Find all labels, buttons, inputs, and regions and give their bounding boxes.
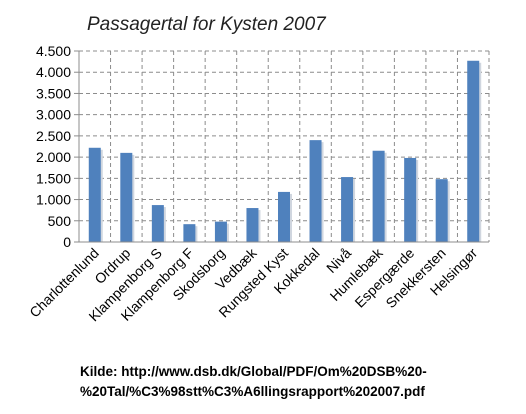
y-tick-label: 3.000 (36, 107, 71, 123)
bar (467, 60, 480, 242)
y-tick-label: 1.500 (36, 170, 71, 186)
bar (372, 150, 385, 242)
gridlines (79, 50, 490, 242)
bar (309, 140, 322, 242)
y-tick-label: 3.500 (36, 85, 71, 101)
bar (120, 152, 133, 242)
chart-title: Passagertal for Kysten 2007 (87, 14, 327, 35)
y-tick-label: 4.000 (36, 64, 71, 80)
y-axis-ticks: 0 500 1.000 1.500 2.000 2.500 3.000 3.500 4.000 4… (36, 43, 79, 250)
source-citation: Kilde: http://www.dsb.dk/Global/PDF/Om%2… (80, 362, 520, 402)
bar (214, 221, 227, 242)
y-tick-label: 500 (48, 213, 72, 229)
bars (88, 60, 482, 242)
y-tick-label: 2.500 (36, 128, 71, 144)
bar (341, 177, 354, 242)
source-line-1: Kilde: http://www.dsb.dk/Global/PDF/Om%2… (80, 364, 427, 379)
bar (435, 179, 448, 242)
bar (278, 191, 290, 242)
axes (78, 51, 489, 243)
bar (88, 147, 101, 242)
y-tick-label: 1.000 (36, 192, 71, 208)
y-tick-label: 0 (63, 234, 71, 250)
bar (183, 224, 196, 242)
bar (246, 208, 259, 242)
source-line-2: %20Tal/%C3%98stt%C3%A6llingsrapport%2020… (80, 384, 425, 399)
bar (151, 205, 164, 242)
y-tick-label: 4.500 (36, 43, 71, 59)
y-tick-label: 2.000 (36, 149, 71, 165)
bar (404, 157, 417, 242)
